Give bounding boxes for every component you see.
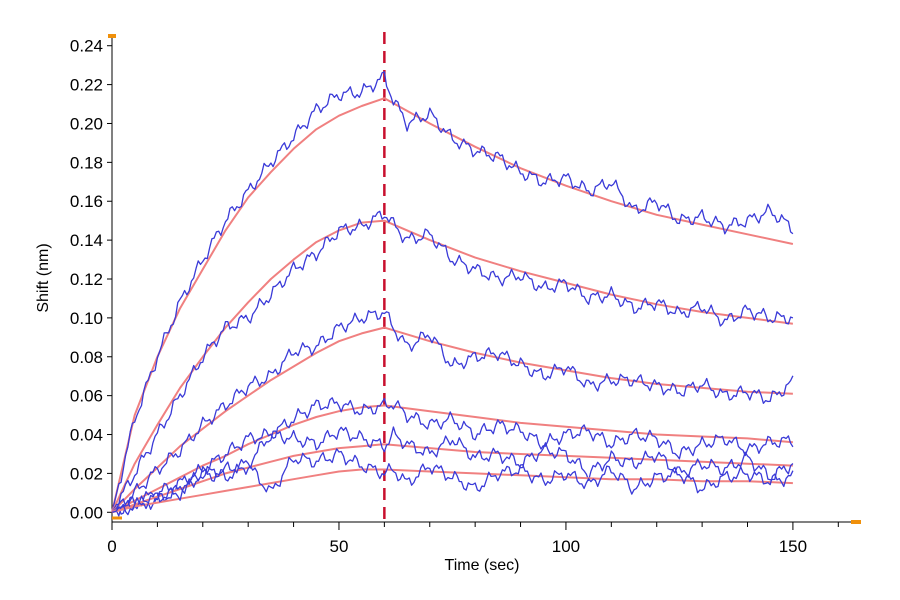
y-tick-label: 0.00 bbox=[70, 503, 103, 522]
measured-curve bbox=[111, 310, 794, 513]
axes-layer bbox=[107, 34, 861, 530]
y-tick-label: 0.06 bbox=[70, 387, 103, 406]
measured-curve bbox=[111, 448, 794, 516]
y-tick-label: 0.18 bbox=[70, 153, 103, 172]
x-tick-label: 0 bbox=[107, 537, 116, 556]
y-tick-label: 0.16 bbox=[70, 192, 103, 211]
fit-curve bbox=[111, 97, 794, 513]
x-axis-title: Time (sec) bbox=[445, 557, 520, 574]
y-tick-label: 0.12 bbox=[70, 270, 103, 289]
measured-curve bbox=[111, 426, 794, 517]
y-tick-label: 0.02 bbox=[70, 464, 103, 483]
y-tick-label: 0.22 bbox=[70, 76, 103, 95]
y-tick-label: 0.10 bbox=[70, 309, 103, 328]
series-layer bbox=[111, 32, 794, 520]
measured-curve bbox=[111, 397, 794, 515]
x-tick-label: 100 bbox=[552, 537, 580, 556]
y-tick-label: 0.04 bbox=[70, 426, 103, 445]
fit-curve bbox=[111, 468, 793, 514]
y-tick-label: 0.14 bbox=[70, 231, 103, 250]
x-tick-label: 150 bbox=[779, 537, 807, 556]
x-tick-label: 50 bbox=[330, 537, 349, 556]
y-tick-label: 0.24 bbox=[70, 37, 103, 56]
measured-curve bbox=[111, 71, 794, 513]
y-tick-label: 0.08 bbox=[70, 348, 103, 367]
y-axis-title: Shift (nm) bbox=[35, 243, 52, 312]
measured-curve bbox=[111, 210, 794, 513]
y-tick-label: 0.20 bbox=[70, 114, 103, 133]
fit-curve bbox=[111, 404, 793, 514]
fit-curve bbox=[111, 443, 793, 514]
labels-layer: 0.00 0.02 0.04 0.06 0.08 0.10 0.12 0.14 0.16 0.18… bbox=[70, 37, 807, 556]
